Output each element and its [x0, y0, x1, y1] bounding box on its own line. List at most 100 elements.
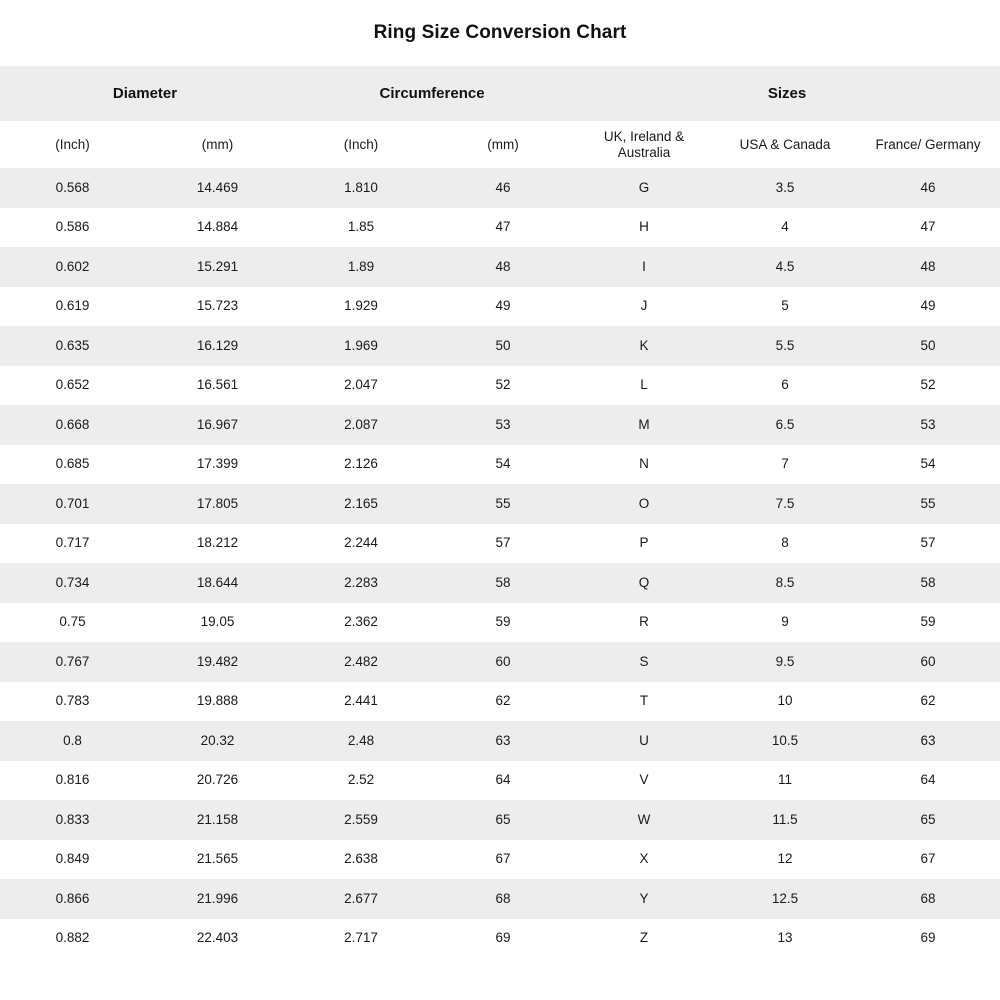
table-cell: U	[639, 732, 649, 748]
table-row: 0.602 15.291 1.89 48 I 4.5 48	[0, 247, 1000, 287]
column-header-diameter-inch: (Inch)	[55, 136, 90, 152]
table-cell: 2.677	[344, 890, 378, 906]
ring-size-conversion-table: Diameter Circumference Sizes (Inch) (mm)…	[0, 66, 1000, 958]
table-cell: 57	[495, 535, 511, 551]
table-row: 0.568 14.469 1.810 46 G 3.5 46	[0, 168, 1000, 208]
table-cell: 55	[495, 495, 511, 511]
table-cell: 0.734	[55, 574, 90, 590]
table-cell: 21.996	[196, 890, 239, 906]
table-cell: 10	[777, 693, 793, 709]
table-cell: 2.087	[344, 416, 378, 432]
table-cell: I	[642, 258, 646, 274]
table-cell: 0.685	[55, 456, 90, 472]
table-cell: 4.5	[775, 258, 795, 274]
table-row: 0.882 22.403 2.717 69 Z 13 69	[0, 918, 1000, 958]
table-cell: V	[639, 772, 649, 788]
table-cell: L	[640, 377, 648, 393]
table-cell: 50	[495, 337, 511, 353]
table-cell: 64	[495, 772, 511, 788]
table-row: 0.717 18.212 2.244 57 P 8 57	[0, 523, 1000, 563]
table-cell: 19.482	[196, 653, 239, 669]
table-cell: 69	[920, 930, 936, 946]
table-cell: 3.5	[775, 179, 795, 195]
table-cell: Y	[639, 890, 649, 906]
table-cell: 6.5	[775, 416, 795, 432]
table-cell: 60	[920, 653, 936, 669]
group-header-circumference: Circumference	[379, 85, 485, 102]
table-cell: 9	[781, 614, 789, 630]
table-cell: 15.723	[196, 298, 239, 314]
table-cell: 55	[920, 495, 936, 511]
table-cell: 50	[920, 337, 936, 353]
table-cell: 58	[495, 574, 511, 590]
table-cell: 18.644	[196, 574, 239, 590]
table-cell: 65	[495, 811, 511, 827]
table-cell: 11.5	[772, 811, 798, 827]
table-cell: 1.810	[344, 179, 378, 195]
table-cell: 2.482	[344, 653, 378, 669]
table-cell: 2.717	[344, 930, 378, 946]
table-cell: 59	[495, 614, 511, 630]
table-cell: 58	[920, 574, 936, 590]
table-cell: 0.849	[55, 851, 90, 867]
table-cell: 49	[920, 298, 936, 314]
table-cell: 20.32	[200, 732, 235, 748]
table-cell: 52	[920, 377, 936, 393]
table-cell: 8.5	[775, 574, 795, 590]
table-row: 0.75 19.05 2.362 59 R 9 59	[0, 602, 1000, 642]
table-row: 0.668 16.967 2.087 53 M 6.5 53	[0, 405, 1000, 445]
table-cell: 14.884	[196, 219, 239, 235]
table-cell: 16.561	[196, 377, 239, 393]
table-cell: 15.291	[196, 258, 239, 274]
table-cell: 52	[495, 377, 511, 393]
table-cell: 65	[920, 811, 936, 827]
table-header: Diameter Circumference Sizes (Inch) (mm)…	[0, 66, 1000, 168]
table-row: 0.849 21.565 2.638 67 X 12 67	[0, 839, 1000, 879]
table-cell: 69	[495, 930, 511, 946]
table-cell: 54	[920, 456, 936, 472]
table-cell: 0.717	[55, 535, 90, 551]
table-cell: 12.5	[771, 890, 799, 906]
table-cell: 62	[920, 693, 936, 709]
table-cell: 16.967	[196, 416, 239, 432]
table-cell: 4	[781, 219, 789, 235]
group-header-sizes: Sizes	[767, 85, 807, 102]
table-cell: 2.441	[344, 693, 378, 709]
table-cell: 20.726	[196, 772, 239, 788]
table-cell: 53	[495, 416, 511, 432]
table-cell: M	[638, 416, 650, 432]
table-cell: 47	[920, 219, 936, 235]
table-cell: 1.89	[347, 258, 375, 274]
table-cell: 9.5	[775, 653, 795, 669]
table-cell: 18.212	[196, 535, 239, 551]
table-cell: 2.126	[344, 456, 378, 472]
table-cell: 0.568	[55, 179, 90, 195]
table-cell: H	[639, 219, 649, 235]
column-header-circumference-mm: (mm)	[487, 136, 519, 152]
table-row: 0.767 19.482 2.482 60 S 9.5 60	[0, 642, 1000, 682]
table-cell: 54	[495, 456, 511, 472]
table-cell: 0.816	[55, 772, 90, 788]
table-cell: T	[639, 693, 649, 709]
table-cell: 0.652	[55, 377, 90, 393]
table-cell: 0.866	[55, 890, 90, 906]
table-cell: 13	[777, 930, 793, 946]
table-row: 0.652 16.561 2.047 52 L 6 52	[0, 365, 1000, 405]
column-header-uk-ireland-australia: UK, Ireland & Australia	[603, 128, 685, 160]
table-cell: 17.399	[196, 456, 239, 472]
table-cell: 2.559	[344, 811, 378, 827]
table-cell: 60	[495, 653, 511, 669]
table-cell: O	[638, 495, 650, 511]
column-header-diameter-mm: (mm)	[201, 136, 234, 152]
table-cell: 48	[495, 258, 511, 274]
table-cell: 17.805	[196, 495, 239, 511]
table-cell: 7	[781, 456, 789, 472]
table-cell: 0.767	[55, 653, 90, 669]
table-cell: 22.403	[196, 930, 239, 946]
table-cell: 1.969	[344, 337, 378, 353]
table-cell: 16.129	[196, 337, 239, 353]
table-cell: 0.8	[63, 732, 82, 748]
table-cell: 19.888	[196, 693, 239, 709]
table-cell: Z	[639, 930, 649, 946]
